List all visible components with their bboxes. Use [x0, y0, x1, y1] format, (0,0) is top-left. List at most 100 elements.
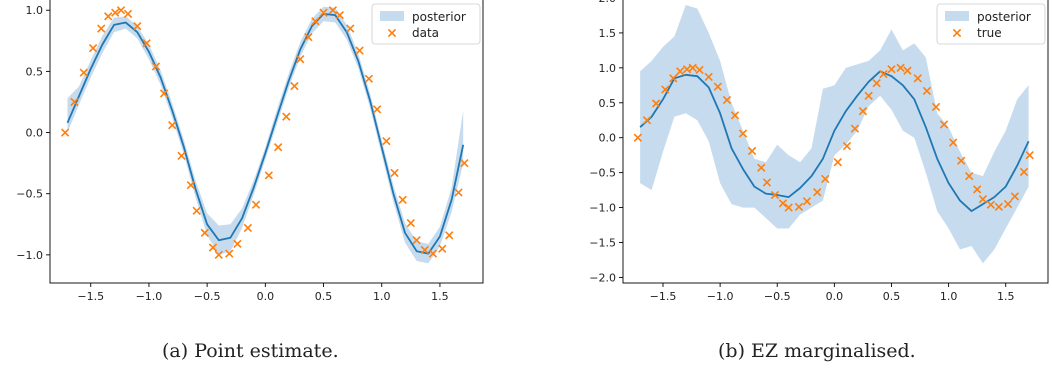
data-point	[168, 121, 177, 130]
data-point	[233, 239, 242, 249]
x-tick-label: −0.5	[764, 290, 791, 303]
y-tick-label: 1.0	[599, 62, 617, 75]
chart-a: −1.5 −1.0 −0.5 0.0 0.5 1.0 1.5 −1.0 −0.5 0.0 0.5 1.…	[16, 0, 484, 303]
x-tick-label: 1.5	[997, 290, 1015, 303]
data-point	[282, 112, 291, 121]
x-tick-label: 1.0	[940, 290, 958, 303]
data-point	[778, 199, 788, 208]
y-tick-label: 0.5	[26, 65, 44, 78]
y-tick-label: 1.0	[26, 4, 44, 17]
data-point	[821, 174, 830, 184]
data-point	[243, 223, 253, 233]
data-point	[713, 82, 722, 91]
data-point	[70, 97, 79, 107]
data-point	[802, 197, 812, 206]
data-point	[770, 190, 780, 200]
data-point	[104, 12, 113, 21]
legend-swatch-marker	[387, 28, 397, 38]
data-point	[251, 200, 261, 209]
data-point	[973, 185, 982, 194]
data-point	[633, 133, 643, 142]
data-point	[454, 188, 463, 197]
data-point	[864, 91, 873, 100]
posterior-band-a	[67, 6, 464, 264]
data-point	[722, 95, 732, 105]
data-point	[949, 138, 958, 147]
legend-label: data	[412, 26, 439, 40]
x-tick-label: 0.0	[826, 290, 844, 303]
data-point	[208, 243, 218, 252]
data-point	[762, 178, 772, 187]
data-point	[364, 74, 374, 83]
data-point	[669, 74, 678, 83]
data-point	[913, 74, 922, 83]
data-point	[688, 63, 697, 73]
data-point	[1010, 192, 1020, 201]
data-point	[872, 79, 881, 88]
data-point	[328, 6, 338, 15]
data-point	[97, 24, 106, 33]
data-point	[177, 151, 186, 160]
x-tick-label: −1.5	[650, 290, 677, 303]
legend-swatch-band	[380, 11, 404, 21]
x-tick-label: −1.5	[77, 290, 104, 303]
axes-frame-b	[622, 0, 1049, 284]
data-point	[123, 9, 133, 19]
data-point	[390, 168, 399, 178]
x-tick-label: 0.0	[257, 290, 275, 303]
data-point	[879, 69, 888, 79]
data-point	[133, 21, 142, 31]
posterior-mean-line-b	[639, 70, 1030, 212]
y-tick-label: 2.0	[599, 0, 617, 5]
data-point	[784, 203, 793, 212]
data-point	[738, 129, 748, 138]
data-point	[757, 163, 766, 172]
chart-b: −1.5 −1.0 −0.5 0.0 0.5 1.0 1.5 −2.0 −1.5 −1.0 −0.5…	[589, 0, 1049, 303]
y-tick-label: 1.5	[599, 27, 617, 40]
data-point	[428, 249, 438, 258]
y-tick-label: −0.5	[589, 167, 616, 180]
data-point	[695, 65, 704, 75]
x-tick-label: 1.0	[373, 290, 391, 303]
data-point	[88, 43, 98, 53]
legend-label: posterior	[412, 10, 466, 24]
data-point	[142, 39, 151, 48]
data-point	[460, 158, 469, 168]
data-point	[420, 245, 429, 255]
x-tick-label: −1.0	[707, 290, 734, 303]
data-point	[794, 202, 804, 212]
data-point	[1019, 167, 1029, 177]
data-point	[730, 111, 740, 120]
caption-a: (a) Point estimate.	[162, 340, 339, 362]
data-point	[986, 200, 996, 209]
x-tick-label: 0.5	[883, 290, 901, 303]
y-tick-label: −1.0	[589, 202, 616, 215]
data-point	[651, 99, 661, 108]
data-point	[159, 89, 169, 98]
data-point	[850, 124, 860, 133]
data-point	[319, 8, 328, 17]
data-point	[661, 85, 670, 94]
data-point	[200, 228, 209, 238]
data-point	[747, 146, 757, 156]
data-point	[79, 68, 88, 77]
data-point	[842, 141, 852, 151]
data-point	[1025, 151, 1034, 160]
data-point	[372, 105, 382, 114]
plot-area-b	[633, 5, 1034, 264]
y-tick-label: −1.0	[16, 249, 43, 262]
data-point	[214, 250, 223, 260]
legend-swatch-marker	[952, 28, 962, 38]
data-point	[264, 171, 273, 180]
axes-frame-a	[49, 0, 484, 284]
y-tick-label: −0.5	[16, 188, 43, 201]
data-point	[311, 17, 320, 26]
data-point	[957, 156, 966, 165]
data-point	[186, 180, 196, 190]
data-point	[922, 86, 932, 96]
data-point	[355, 46, 364, 55]
x-tick-label: −0.5	[194, 290, 221, 303]
data-point	[382, 136, 391, 146]
data-point	[903, 66, 912, 75]
